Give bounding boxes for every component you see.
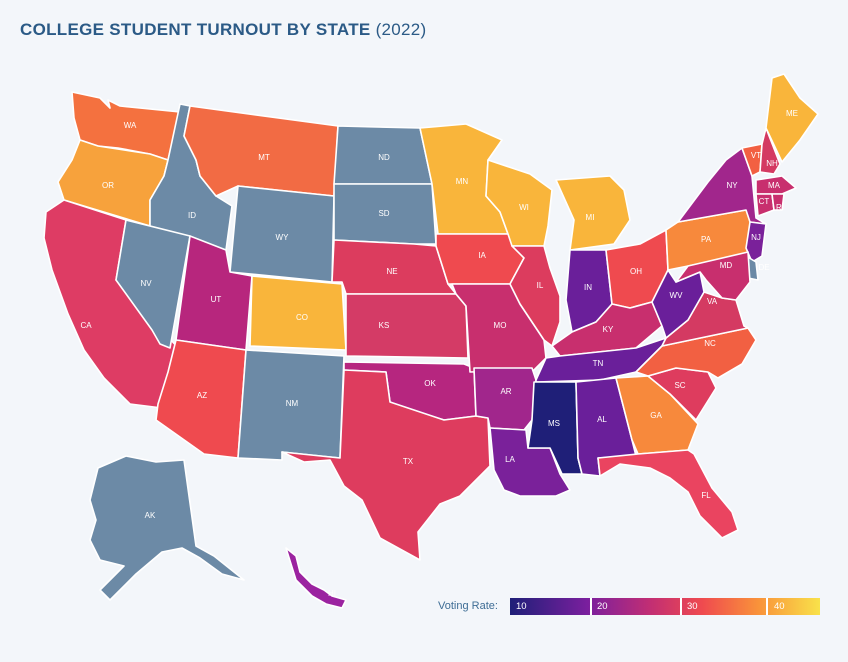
state-me[interactable] [765, 73, 819, 163]
state-ks[interactable] [345, 293, 469, 359]
state-mt[interactable] [183, 105, 339, 197]
state-wv[interactable] [651, 269, 705, 339]
state-ma[interactable] [755, 175, 797, 195]
state-ny[interactable] [677, 147, 767, 225]
state-mi[interactable] [555, 175, 631, 251]
legend-tick-label-30: 30 [687, 601, 698, 612]
legend-tick-label-20: 20 [597, 601, 608, 612]
state-hi[interactable] [285, 547, 347, 609]
legend-tick [766, 598, 768, 615]
state-label-de: DE [758, 263, 769, 272]
state-la[interactable] [489, 427, 571, 497]
state-ct[interactable] [755, 193, 775, 217]
map-title: COLLEGE STUDENT TURNOUT BY STATE (2022) [20, 20, 427, 40]
state-nh[interactable] [759, 127, 781, 175]
state-sd[interactable] [333, 183, 437, 245]
title-year: (2022) [375, 20, 427, 39]
state-fl[interactable] [597, 449, 739, 539]
state-wy[interactable] [229, 185, 335, 283]
legend-color-bar: 10 20 30 40 [510, 598, 820, 615]
state-nj[interactable] [745, 221, 767, 263]
state-ri[interactable] [771, 193, 785, 211]
legend-tick [590, 598, 592, 615]
legend-tick-label-40: 40 [774, 601, 785, 612]
state-co[interactable] [249, 275, 347, 351]
state-md[interactable] [675, 251, 751, 301]
legend-tick-label-10: 10 [516, 601, 527, 612]
state-ak[interactable] [89, 455, 245, 601]
state-nm[interactable] [237, 349, 345, 461]
legend-tick [680, 598, 682, 615]
title-main: COLLEGE STUDENT TURNOUT BY STATE [20, 20, 371, 39]
state-tx[interactable] [281, 369, 491, 561]
legend-label: Voting Rate: [438, 600, 498, 612]
state-nd[interactable] [333, 125, 433, 185]
